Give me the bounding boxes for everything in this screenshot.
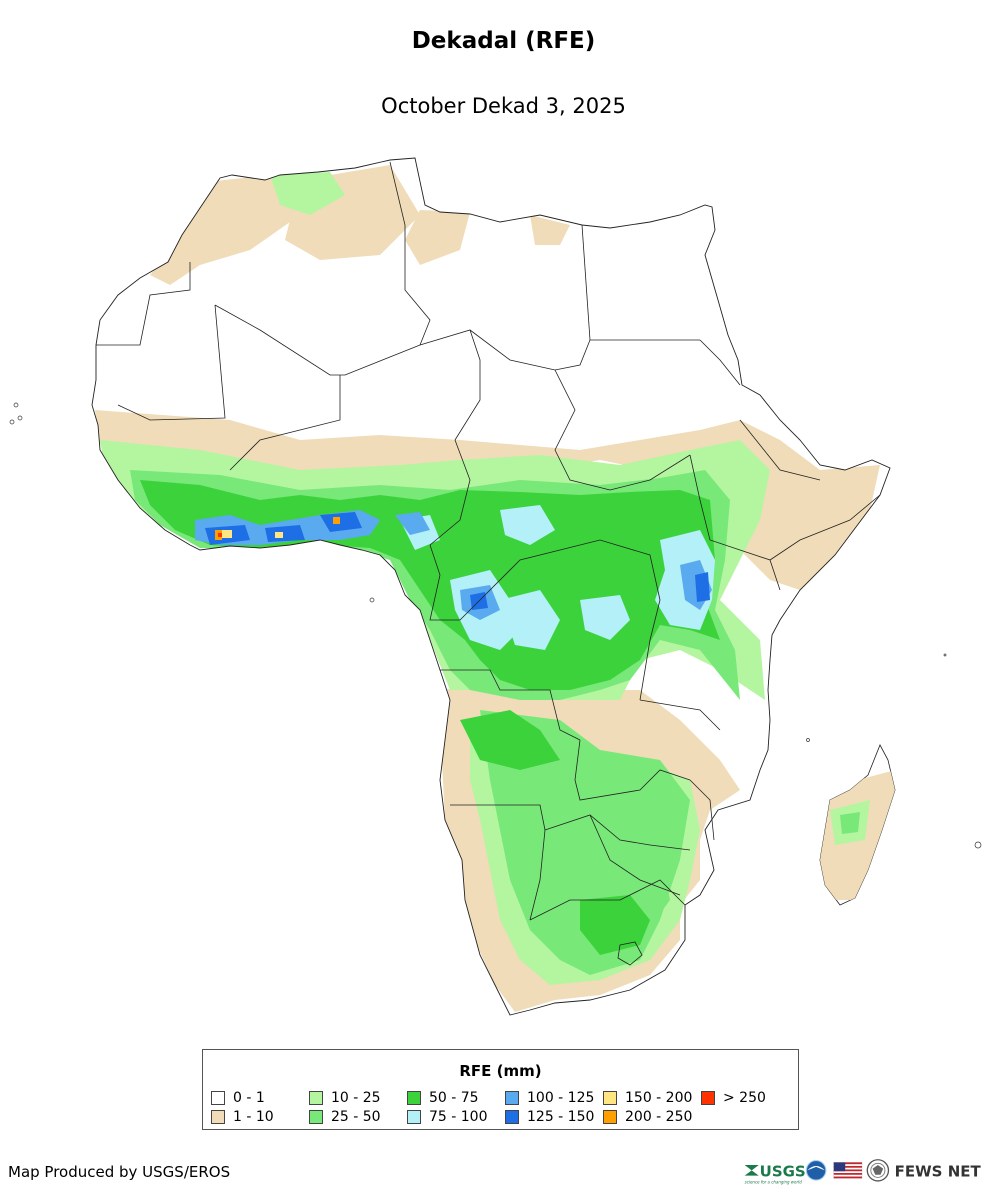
rainfall-zone-150-200 xyxy=(222,530,283,538)
legend-item-100-125: 100 - 125 xyxy=(505,1089,594,1106)
legend-item-50-75: 50 - 75 xyxy=(407,1089,479,1106)
legend-swatch xyxy=(603,1109,617,1124)
legend-item-125-150: 125 - 150 xyxy=(505,1108,594,1125)
country-borders xyxy=(96,161,881,966)
legend-item-200-250: 200 - 250 xyxy=(603,1108,692,1125)
africa-rainfall-map xyxy=(9,157,982,1016)
legend-swatch xyxy=(701,1090,715,1105)
legend-swatch xyxy=(211,1090,225,1105)
legend: RFE (mm) 0 - 1 1 - 10 10 - 25 25 - 50 50… xyxy=(202,1049,799,1130)
fews-net-logo: FEWS NET xyxy=(895,1163,982,1181)
legend-item-0-1: 0 - 1 xyxy=(211,1089,265,1106)
legend-swatch xyxy=(211,1109,225,1124)
legend-swatch xyxy=(309,1090,323,1105)
islands xyxy=(9,402,982,849)
legend-swatch xyxy=(505,1090,519,1105)
partner-logos: USGS science for a changing world FEWS N… xyxy=(744,1159,982,1185)
legend-item-25-50: 25 - 50 xyxy=(309,1108,381,1125)
noaa-logo-icon xyxy=(805,1160,827,1181)
us-flag-icon xyxy=(833,1162,863,1179)
svg-text:USGS: USGS xyxy=(760,1163,806,1181)
legend-swatch xyxy=(407,1109,421,1124)
legend-title: RFE (mm) xyxy=(459,1062,542,1080)
legend-swatch xyxy=(505,1109,519,1124)
legend-item-75-100: 75 - 100 xyxy=(407,1108,488,1125)
africa-coastline xyxy=(91,157,891,1016)
rainfall-zone-over-250 xyxy=(218,533,222,537)
legend-item-over-250: > 250 xyxy=(701,1089,766,1106)
rainfall-zones xyxy=(95,165,880,1012)
map-subtitle: October Dekad 3, 2025 xyxy=(381,94,626,118)
legend-swatch xyxy=(603,1090,617,1105)
usgs-logo: USGS science for a changing world xyxy=(744,1163,806,1185)
legend-item-150-200: 150 - 200 xyxy=(603,1089,692,1106)
map-title: Dekadal (RFE) xyxy=(411,28,596,54)
map-credit: Map Produced by USGS/EROS xyxy=(8,1163,231,1181)
legend-swatch xyxy=(309,1109,323,1124)
usgs-wave-icon xyxy=(744,1165,759,1176)
legend-item-10-25: 10 - 25 xyxy=(309,1089,381,1106)
svg-text:science for a changing world: science for a changing world xyxy=(745,1180,803,1185)
madagascar-rainfall xyxy=(820,770,895,900)
state-department-seal-icon xyxy=(866,1159,890,1182)
legend-item-1-10: 1 - 10 xyxy=(211,1108,274,1125)
legend-swatch xyxy=(407,1090,421,1105)
